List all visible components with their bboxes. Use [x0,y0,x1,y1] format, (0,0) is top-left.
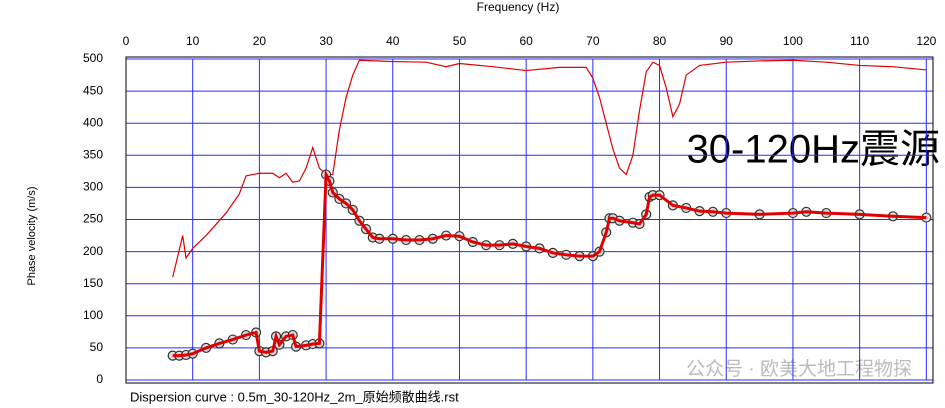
caption: Dispersion curve : 0.5m_30-120Hz_2m_原始频散… [130,389,459,404]
y-tick-label: 200 [83,244,103,258]
y-tick-label: 350 [83,147,103,161]
y-tick-label: 150 [83,276,103,290]
x-tick-label: 90 [720,34,734,48]
y-tick-label: 400 [83,115,103,129]
y-tick-label: 250 [83,212,103,226]
x-tick-label: 60 [519,34,533,48]
x-tick-label: 50 [453,34,467,48]
x-tick-label: 110 [850,34,869,48]
series-line [172,59,927,278]
y-tick-label: 450 [83,83,103,97]
x-tick-label: 70 [586,34,600,48]
plot-frame [125,56,934,384]
watermark: 公众号 · 欧美大地工程物探 [686,358,912,380]
x-tick-label: 120 [916,34,936,48]
y-tick-label: 50 [90,340,104,354]
y-tick-label: 500 [83,51,103,65]
x-axis-title: Frequency (Hz) [477,0,560,14]
y-tick-label: 0 [96,372,103,386]
x-tick-label: 30 [319,34,333,48]
x-tick-label: 0 [123,34,130,48]
x-tick-label: 10 [186,34,200,48]
x-tick-label: 20 [253,34,267,48]
x-tick-label: 40 [386,34,400,48]
series-line [172,168,927,358]
y-tick-label: 100 [83,308,103,322]
y-axis-title: Phase velocity (m/s) [26,186,38,285]
x-tick-label: 100 [783,34,803,48]
x-tick-label: 80 [653,34,667,48]
y-tick-label: 300 [83,180,103,194]
annotation: 30-120Hz震源 [687,128,940,172]
